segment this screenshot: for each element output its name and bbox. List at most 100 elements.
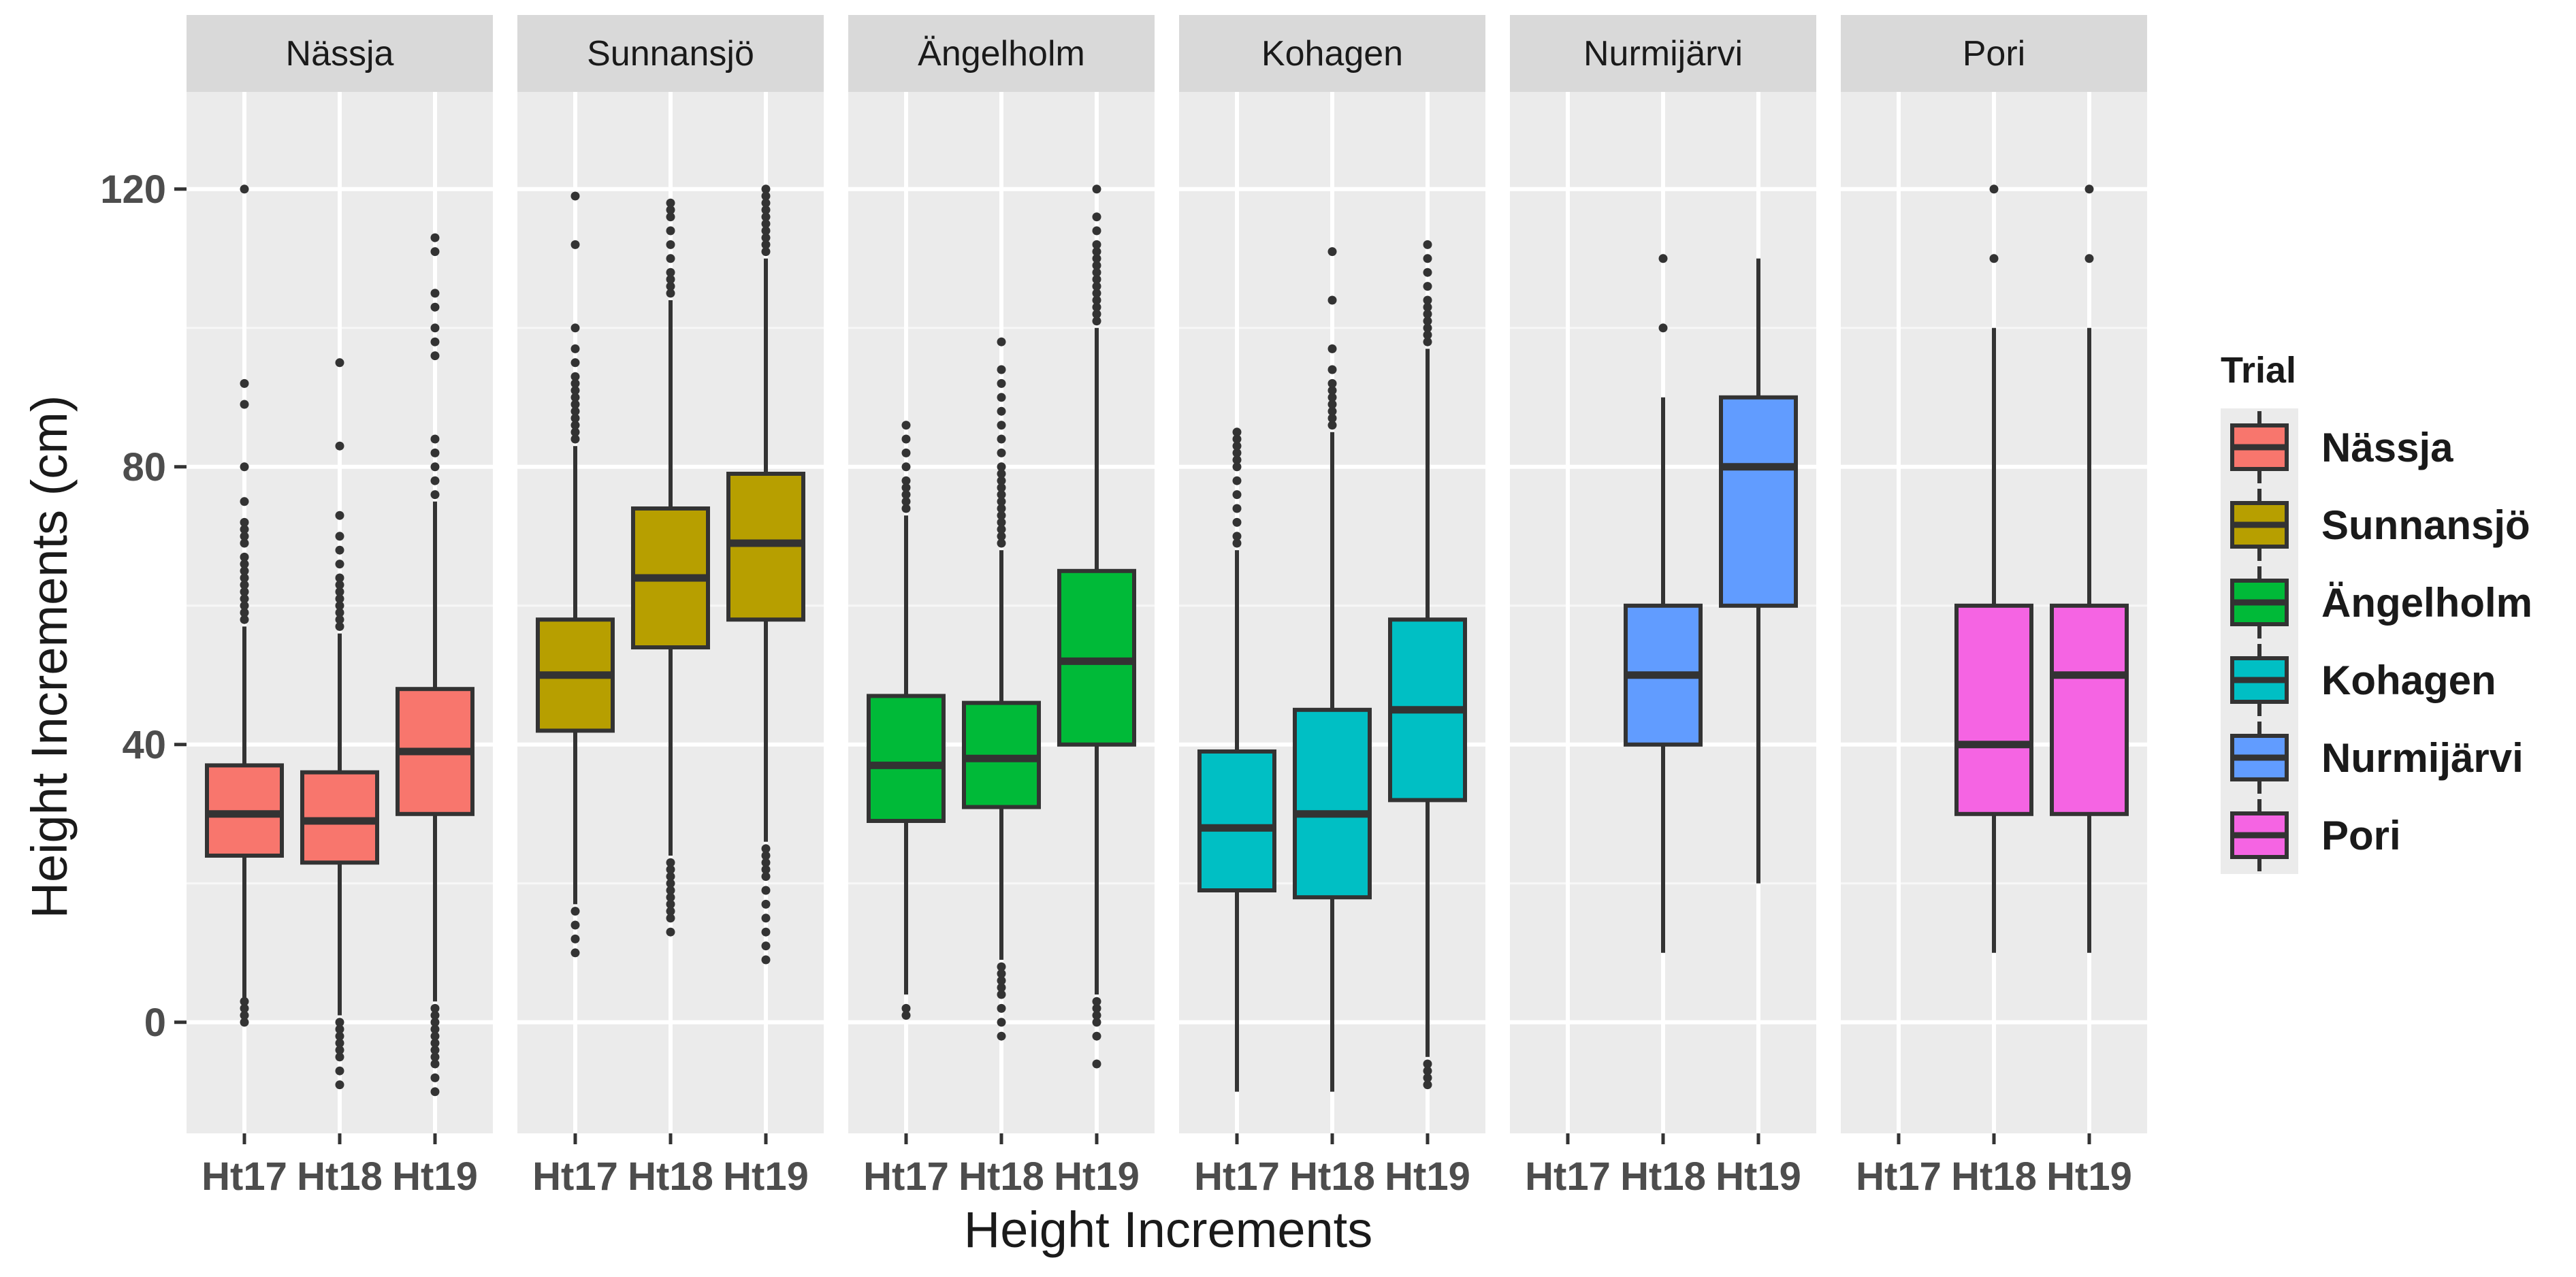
outlier-point — [1232, 538, 1242, 548]
box-group — [536, 191, 615, 958]
outlier-point — [570, 393, 580, 402]
outlier-point — [1092, 1059, 1101, 1069]
outlier-point — [335, 615, 344, 624]
outlier-point — [430, 1046, 440, 1055]
outlier-point — [1423, 317, 1432, 326]
facet-strip — [1510, 15, 1816, 92]
outlier-point — [240, 552, 249, 562]
outlier-point — [335, 1052, 344, 1062]
outlier-point — [335, 560, 344, 569]
box-group — [1624, 254, 1703, 953]
outlier-point — [901, 421, 911, 430]
outlier-point — [666, 212, 675, 222]
box-group — [205, 184, 284, 1027]
outlier-point — [570, 413, 580, 423]
outlier-point — [1423, 1080, 1432, 1090]
outlier-point — [997, 337, 1006, 346]
x-tick-label: Ht18 — [1289, 1154, 1375, 1199]
outlier-point — [240, 573, 249, 583]
legend-label: Sunnansjö — [2321, 502, 2530, 548]
outlier-point — [570, 934, 580, 943]
outlier-point — [761, 191, 771, 201]
outlier-point — [761, 858, 771, 867]
outlier-point — [901, 434, 911, 444]
y-axis-title: Height Increments (cm) — [21, 395, 78, 919]
outlier-point — [240, 517, 249, 527]
box-group — [1954, 184, 2033, 953]
outlier-point — [570, 323, 580, 333]
outlier-point — [1658, 254, 1668, 263]
outlier-point — [761, 927, 771, 937]
outlier-point — [570, 948, 580, 958]
y-tick-label: 0 — [144, 1001, 166, 1045]
outlier-point — [761, 886, 771, 895]
outlier-point — [1232, 441, 1242, 451]
outlier-point — [997, 434, 1006, 444]
outlier-point — [240, 566, 249, 576]
outlier-point — [430, 1024, 440, 1034]
outlier-point — [997, 421, 1006, 430]
box-group — [726, 184, 805, 965]
legend-label: Ängelholm — [2321, 580, 2532, 626]
outlier-point — [430, 289, 440, 298]
outlier-point — [570, 920, 580, 930]
outlier-point — [570, 386, 580, 395]
outlier-point — [240, 608, 249, 617]
outlier-point — [1092, 261, 1101, 270]
legend-label: Pori — [2321, 813, 2401, 858]
outlier-point — [997, 969, 1006, 978]
outlier-point — [430, 323, 440, 333]
y-tick-label: 40 — [122, 723, 166, 767]
outlier-point — [240, 400, 249, 409]
outlier-point — [1327, 247, 1337, 257]
outlier-point — [761, 198, 771, 208]
outlier-point — [997, 490, 1006, 500]
outlier-point — [901, 483, 911, 492]
outlier-point — [335, 1066, 344, 1076]
outlier-point — [1423, 330, 1432, 340]
outlier-point — [761, 955, 771, 965]
facet-strip — [187, 15, 493, 92]
outlier-point — [1327, 386, 1337, 395]
outlier-point — [1327, 365, 1337, 374]
outlier-point — [997, 962, 1006, 971]
box-group — [2050, 184, 2129, 953]
outlier-point — [997, 504, 1006, 513]
facet-panel: Kohagen Ht17 Ht18 Ht19 — [1179, 15, 1485, 1199]
outlier-point — [666, 282, 675, 291]
outlier-point — [1232, 476, 1242, 485]
outlier-point — [335, 1080, 344, 1090]
legend-label: Kohagen — [2321, 658, 2496, 703]
outlier-point — [1092, 240, 1101, 249]
outlier-point — [335, 587, 344, 596]
outlier-point — [997, 517, 1006, 527]
outlier-point — [430, 1052, 440, 1062]
outlier-point — [1092, 302, 1101, 312]
box — [1719, 395, 1798, 608]
x-tick-label: Ht18 — [297, 1154, 383, 1199]
outlier-point — [1092, 997, 1101, 1006]
outlier-point — [570, 240, 580, 249]
outlier-point — [430, 434, 440, 444]
facet-strip — [848, 15, 1155, 92]
outlier-point — [1092, 1003, 1101, 1013]
outlier-point — [240, 184, 249, 194]
outlier-point — [240, 538, 249, 548]
outlier-point — [997, 378, 1006, 388]
outlier-point — [666, 254, 675, 263]
outlier-point — [1092, 295, 1101, 305]
outlier-point — [666, 927, 675, 937]
outlier-point — [430, 1087, 440, 1097]
outlier-point — [761, 219, 771, 229]
outlier-point — [666, 198, 675, 208]
outlier-point — [997, 497, 1006, 506]
outlier-point — [1232, 427, 1242, 437]
outlier-point — [1989, 184, 1999, 194]
outlier-point — [901, 497, 911, 506]
outlier-point — [761, 247, 771, 257]
outlier-point — [570, 434, 580, 444]
outlier-point — [430, 1011, 440, 1020]
outlier-point — [761, 226, 771, 236]
box — [1197, 749, 1276, 892]
outlier-point — [1658, 323, 1668, 333]
